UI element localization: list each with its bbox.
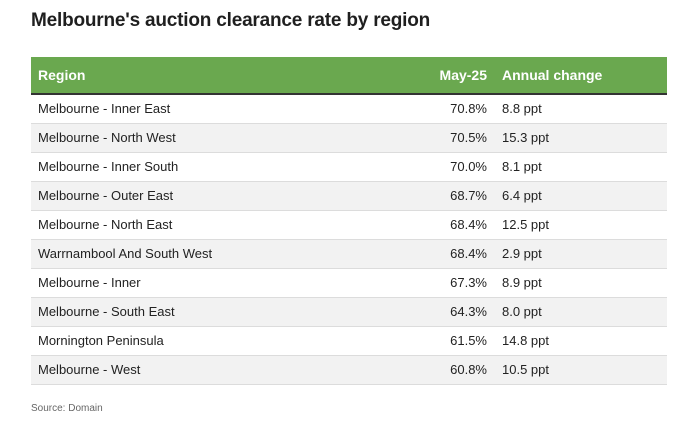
cell-may-25: 64.3%	[401, 297, 495, 327]
cell-may-25: 68.4%	[401, 239, 495, 269]
cell-annual-change: 15.3 ppt	[495, 123, 667, 153]
table-row: Melbourne - South East 64.3% 8.0 ppt	[31, 297, 667, 327]
column-header-annual-change: Annual change	[495, 57, 667, 95]
table-body: Melbourne - Inner East 70.8% 8.8 ppt Melbou…	[31, 94, 667, 385]
cell-region: Melbourne - South East	[31, 297, 401, 327]
cell-annual-change: 8.8 ppt	[495, 94, 667, 124]
cell-annual-change: 8.0 ppt	[495, 297, 667, 327]
cell-region: Melbourne - Outer East	[31, 181, 401, 211]
cell-region: Warrnambool And South West	[31, 239, 401, 269]
cell-annual-change: 10.5 ppt	[495, 355, 667, 385]
cell-region: Mornington Peninsula	[31, 326, 401, 356]
cell-annual-change: 14.8 ppt	[495, 326, 667, 356]
table-row: Melbourne - Inner East 70.8% 8.8 ppt	[31, 94, 667, 124]
cell-may-25: 67.3%	[401, 268, 495, 298]
cell-region: Melbourne - Inner	[31, 268, 401, 298]
chart-title: Melbourne's auction clearance rate by re…	[31, 10, 431, 31]
cell-annual-change: 6.4 ppt	[495, 181, 667, 211]
clearance-table: Region May-25 Annual change Melbourne - …	[31, 57, 667, 385]
table-header-row: Region May-25 Annual change	[31, 57, 667, 95]
cell-may-25: 70.5%	[401, 123, 495, 153]
table-row: Melbourne - West 60.8% 10.5 ppt	[31, 355, 667, 385]
table-row: Melbourne - North West 70.5% 15.3 ppt	[31, 123, 667, 153]
table-row: Melbourne - North East 68.4% 12.5 ppt	[31, 210, 667, 240]
cell-region: Melbourne - Inner East	[31, 94, 401, 124]
cell-region: Melbourne - Inner South	[31, 152, 401, 182]
cell-annual-change: 8.9 ppt	[495, 268, 667, 298]
cell-may-25: 60.8%	[401, 355, 495, 385]
table-row: Mornington Peninsula 61.5% 14.8 ppt	[31, 326, 667, 356]
column-header-may-25: May-25	[401, 57, 495, 95]
cell-region: Melbourne - North East	[31, 210, 401, 240]
cell-region: Melbourne - North West	[31, 123, 401, 153]
cell-annual-change: 8.1 ppt	[495, 152, 667, 182]
cell-annual-change: 2.9 ppt	[495, 239, 667, 269]
source-note: Source: Domain	[31, 403, 103, 414]
table-row: Melbourne - Outer East 68.7% 6.4 ppt	[31, 181, 667, 211]
table-row: Melbourne - Inner South 70.0% 8.1 ppt	[31, 152, 667, 182]
table-row: Warrnambool And South West 68.4% 2.9 ppt	[31, 239, 667, 269]
cell-may-25: 68.4%	[401, 210, 495, 240]
cell-may-25: 61.5%	[401, 326, 495, 356]
cell-may-25: 70.8%	[401, 94, 495, 124]
cell-may-25: 68.7%	[401, 181, 495, 211]
cell-region: Melbourne - West	[31, 355, 401, 385]
cell-may-25: 70.0%	[401, 152, 495, 182]
cell-annual-change: 12.5 ppt	[495, 210, 667, 240]
table-row: Melbourne - Inner 67.3% 8.9 ppt	[31, 268, 667, 298]
column-header-region: Region	[31, 57, 401, 95]
